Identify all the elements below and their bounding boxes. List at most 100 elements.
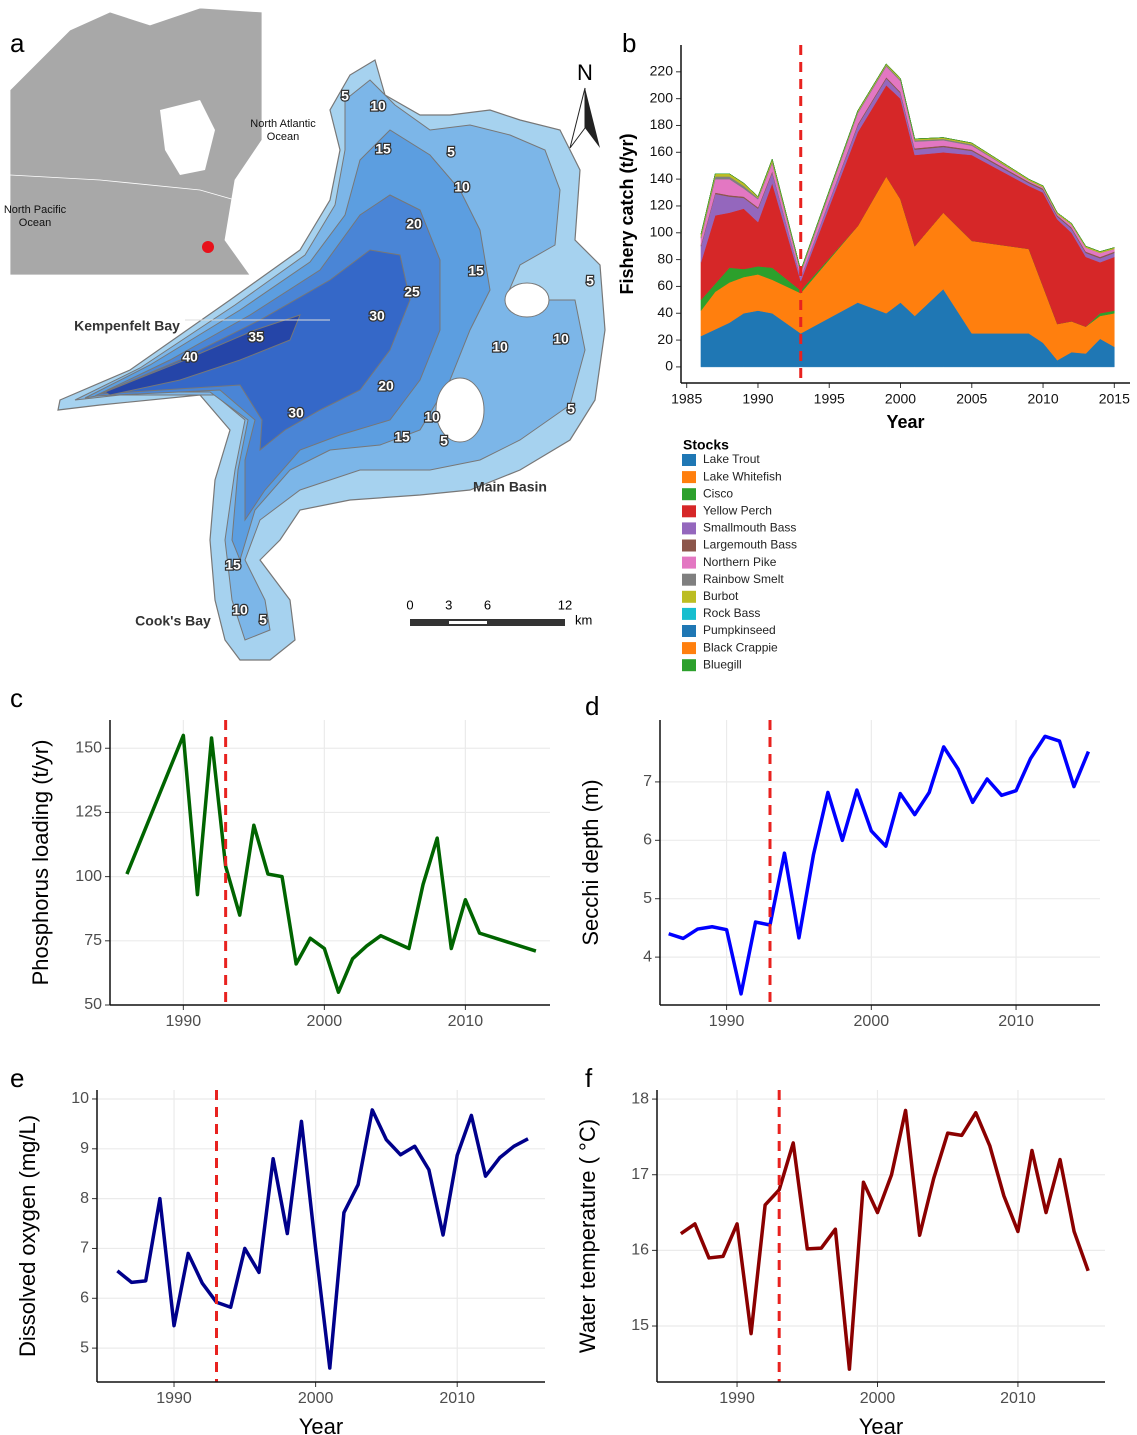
depth-label: 40 bbox=[182, 349, 198, 365]
y-tick-label: 50 bbox=[84, 996, 102, 1013]
legend-label: Lake Whitefish bbox=[703, 469, 782, 483]
panel-label: a bbox=[10, 28, 25, 58]
y-tick-label: 8 bbox=[80, 1190, 89, 1207]
x-axis-title: Year bbox=[886, 412, 924, 432]
y-tick-label: 7 bbox=[80, 1240, 89, 1257]
x-tick-label: 2010 bbox=[448, 1013, 484, 1030]
x-axis-title: Year bbox=[299, 1414, 343, 1435]
x-tick-label: 2000 bbox=[854, 1013, 890, 1030]
line bbox=[116, 1108, 529, 1370]
inset-border bbox=[9, 174, 236, 201]
x-tick-label: 2010 bbox=[1000, 1390, 1036, 1407]
depth-label: 25 bbox=[404, 284, 420, 300]
depth-label: 35 bbox=[248, 329, 264, 345]
y-tick-label: 200 bbox=[650, 89, 674, 105]
x-tick-label: 1985 bbox=[671, 391, 702, 407]
y-tick-label: 100 bbox=[75, 868, 102, 885]
y-axis-title: Dissolved oxygen (mg/L) bbox=[15, 1115, 40, 1357]
island bbox=[435, 377, 485, 443]
legend-swatch bbox=[682, 522, 696, 535]
x-tick-label: 1990 bbox=[719, 1390, 755, 1407]
panel-label: d bbox=[585, 691, 599, 721]
y-tick-label: 6 bbox=[80, 1290, 89, 1307]
panel-label: c bbox=[10, 683, 23, 713]
depth-label: 15 bbox=[394, 429, 410, 445]
island bbox=[504, 282, 550, 318]
north-label: N bbox=[577, 60, 593, 85]
legend-swatch bbox=[682, 642, 696, 655]
x-tick-label: 1990 bbox=[166, 1013, 202, 1030]
depth-label: 30 bbox=[288, 405, 304, 421]
depth-label: 10 bbox=[370, 98, 386, 114]
y-tick-label: 150 bbox=[75, 739, 102, 756]
legend-label: Yellow Perch bbox=[703, 503, 772, 517]
depth-label: 10 bbox=[492, 339, 508, 355]
y-axis-title: Fishery catch (t/yr) bbox=[617, 133, 637, 294]
scale-tick-label: 12 bbox=[558, 597, 572, 612]
depth-label: 20 bbox=[378, 378, 394, 394]
x-tick-label: 2010 bbox=[998, 1013, 1034, 1030]
x-tick-label: 1990 bbox=[742, 391, 773, 407]
ocean-label: North Pacific Ocean bbox=[3, 204, 67, 229]
depth-label: 5 bbox=[447, 144, 455, 160]
north-arrow bbox=[585, 88, 600, 148]
depth-label: 20 bbox=[406, 216, 422, 232]
depth-label: 5 bbox=[567, 401, 575, 417]
x-tick-label: 2015 bbox=[1099, 391, 1130, 407]
inset-land bbox=[9, 7, 263, 276]
y-tick-label: 160 bbox=[650, 143, 674, 159]
inset-location bbox=[202, 241, 214, 253]
depth-label: 15 bbox=[468, 263, 484, 279]
y-tick-label: 4 bbox=[643, 948, 652, 965]
scale-bar bbox=[410, 619, 565, 626]
y-tick-label: 40 bbox=[657, 304, 673, 320]
legend-label: Black Crappie bbox=[703, 640, 778, 654]
y-tick-label: 7 bbox=[643, 773, 652, 790]
legend-title: Stocks bbox=[683, 437, 729, 453]
x-tick-label: 2000 bbox=[860, 1390, 896, 1407]
legend-label: Rock Bass bbox=[703, 606, 760, 620]
depth-label: 5 bbox=[341, 88, 349, 104]
map: N a Kempenfelt Bay Main Basin Cook's Bay… bbox=[9, 5, 606, 661]
legend-label: Rainbow Smelt bbox=[703, 572, 784, 586]
north-arrow bbox=[569, 87, 586, 149]
legend-label: Cisco bbox=[703, 486, 733, 500]
y-tick-label: 0 bbox=[665, 358, 673, 374]
legend-swatch bbox=[682, 590, 696, 603]
depth-label: 10 bbox=[424, 409, 440, 425]
y-tick-label: 5 bbox=[643, 890, 652, 907]
line bbox=[679, 1108, 1090, 1371]
y-axis-title: Water temperature ( °C) bbox=[575, 1119, 600, 1353]
legend-label: Northern Pike bbox=[703, 555, 777, 569]
panel-label: b bbox=[622, 28, 636, 58]
legend-swatch bbox=[682, 607, 696, 620]
y-tick-label: 20 bbox=[657, 331, 673, 347]
line bbox=[125, 733, 537, 994]
x-tick-label: 2000 bbox=[885, 391, 916, 407]
panel-label: f bbox=[585, 1063, 593, 1093]
legend-swatch bbox=[682, 625, 696, 637]
depth-label: 10 bbox=[232, 602, 248, 618]
scale-bar bbox=[449, 621, 487, 624]
place-label: Main Basin bbox=[473, 479, 547, 495]
legend-label: Largemouth Bass bbox=[703, 538, 797, 552]
y-tick-label: 120 bbox=[650, 197, 674, 213]
place-label: Kempenfelt Bay bbox=[74, 318, 180, 334]
x-tick-label: 1990 bbox=[156, 1390, 192, 1407]
legend-swatch bbox=[682, 573, 696, 586]
legend-swatch bbox=[682, 539, 696, 552]
scale-tick-label: 0 bbox=[406, 597, 413, 612]
y-axis-title: Secchi depth (m) bbox=[578, 779, 603, 945]
x-tick-label: 2010 bbox=[1027, 391, 1058, 407]
y-tick-label: 180 bbox=[650, 116, 674, 132]
depth-label: 30 bbox=[369, 308, 385, 324]
ocean-label: North Atlantic Ocean bbox=[250, 118, 316, 143]
legend-swatch bbox=[682, 556, 696, 569]
depth-label: 10 bbox=[553, 331, 569, 347]
depth-label: 5 bbox=[259, 612, 267, 628]
y-tick-label: 5 bbox=[80, 1339, 89, 1356]
y-tick-label: 10 bbox=[71, 1090, 89, 1107]
panel-label: e bbox=[10, 1063, 24, 1093]
